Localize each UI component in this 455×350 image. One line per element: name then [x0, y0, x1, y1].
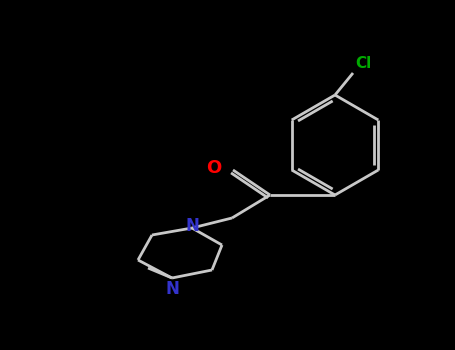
Text: N: N: [165, 280, 179, 298]
Text: O: O: [206, 159, 221, 177]
Text: Cl: Cl: [355, 56, 371, 71]
Text: N: N: [185, 217, 199, 235]
